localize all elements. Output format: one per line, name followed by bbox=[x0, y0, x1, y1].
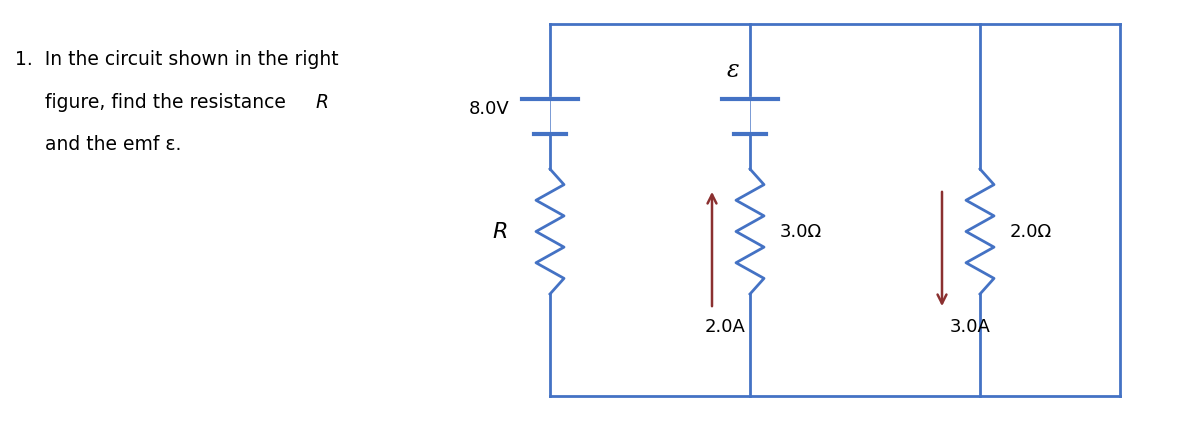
Text: 8.0V: 8.0V bbox=[469, 100, 510, 118]
Text: ε: ε bbox=[727, 59, 739, 82]
Text: 2.0Ω: 2.0Ω bbox=[1010, 223, 1052, 241]
Text: R: R bbox=[316, 93, 329, 112]
Text: figure, find the resistance: figure, find the resistance bbox=[46, 93, 292, 112]
Text: 3.0Ω: 3.0Ω bbox=[780, 223, 822, 241]
Text: 1.  In the circuit shown in the right: 1. In the circuit shown in the right bbox=[14, 50, 338, 69]
Text: R: R bbox=[492, 222, 508, 242]
Text: 3.0A: 3.0A bbox=[949, 317, 990, 335]
Text: 2.0A: 2.0A bbox=[704, 317, 745, 335]
Text: and the emf ε.: and the emf ε. bbox=[46, 135, 181, 154]
